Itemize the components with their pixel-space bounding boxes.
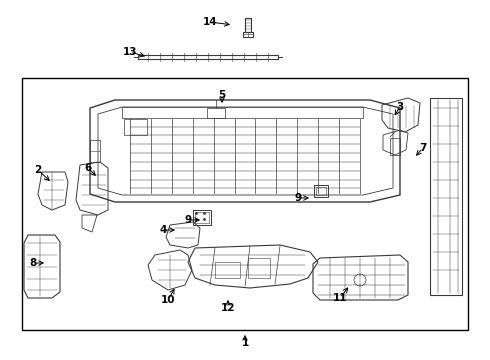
Text: 1: 1 xyxy=(242,338,248,348)
Text: 13: 13 xyxy=(123,47,137,57)
Text: 9: 9 xyxy=(294,193,301,203)
Bar xyxy=(245,18,251,32)
Text: 9: 9 xyxy=(184,215,192,225)
Text: 7: 7 xyxy=(419,143,427,153)
Text: 6: 6 xyxy=(84,163,92,173)
Bar xyxy=(314,185,328,197)
Text: 3: 3 xyxy=(396,102,404,112)
Text: 2: 2 xyxy=(34,165,42,175)
Text: 10: 10 xyxy=(161,295,175,305)
Bar xyxy=(243,32,253,37)
Text: 8: 8 xyxy=(29,258,37,268)
Bar xyxy=(22,78,468,330)
Bar xyxy=(193,210,211,225)
Bar xyxy=(316,187,326,195)
Text: 4: 4 xyxy=(159,225,167,235)
Bar xyxy=(195,212,209,223)
Text: 11: 11 xyxy=(333,293,347,303)
Text: 12: 12 xyxy=(221,303,235,313)
Text: 14: 14 xyxy=(203,17,217,27)
Text: 5: 5 xyxy=(219,90,225,100)
